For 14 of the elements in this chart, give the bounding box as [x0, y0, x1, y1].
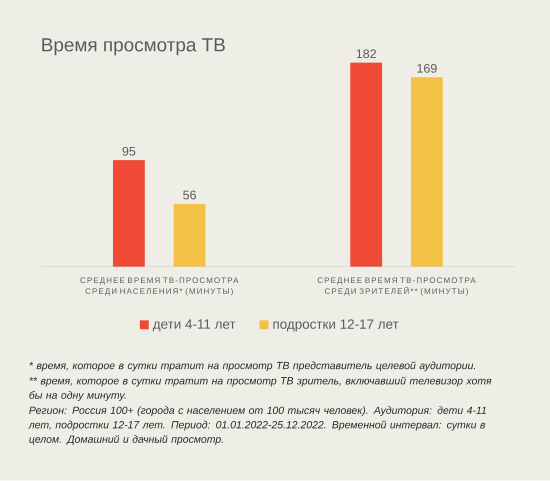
data-label: 169 — [417, 64, 437, 73]
bar — [112, 160, 145, 267]
legend-label: дети 4-11 лет — [152, 320, 236, 332]
bar — [410, 77, 443, 267]
text: Регион: Россия 100+ (города с населением от 100 тысяч человек). Аудитория: дети 4-11 лет, подростки 12-17 лет. Период: 01.01.2022-25.12.2022. Временной интервал: сутки в целом. Домашний и дачный просмотр. — [28, 406, 486, 446]
bar — [350, 62, 382, 267]
data-label: 182 — [356, 50, 376, 58]
chart-title: Время просмотра ТВ — [42, 38, 225, 56]
data-label: 56 — [183, 190, 196, 200]
text: * время, которое в сутки тратит на просмотр ТВ представитель целевой аудитории. — [29, 362, 476, 372]
text: ** время, которое в сутки тратит на просмотр ТВ зритель, включавший телевизор хотя бы на одну минуту. — [29, 376, 492, 402]
bar — [174, 204, 206, 267]
data-label: 95 — [122, 147, 136, 156]
legend-label: подростки 12-17 лет — [273, 320, 399, 332]
